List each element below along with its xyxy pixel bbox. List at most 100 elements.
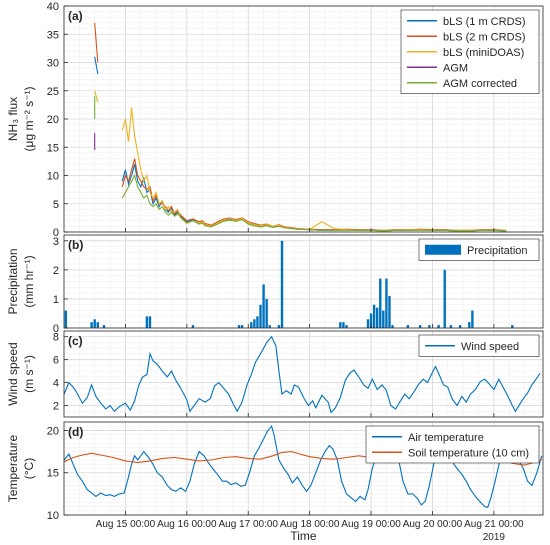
y-axis-label: (μg m⁻² s⁻¹) <box>22 87 36 152</box>
precipitation-bar <box>428 325 431 328</box>
precipitation-bar <box>250 322 253 328</box>
x-tick-label: Aug 21 00:00 <box>464 519 524 530</box>
y-tick-label: 0 <box>53 227 59 239</box>
y-tick-label: 2 <box>53 401 59 413</box>
legend-label: bLS (miniDOAS) <box>443 47 524 59</box>
x-tick-label: Aug 15 00:00 <box>96 519 156 530</box>
precipitation-bar <box>90 322 93 328</box>
precipitation-bar <box>379 278 382 328</box>
y-tick-label: 15 <box>47 468 59 480</box>
y-tick-label: 4 <box>53 378 59 390</box>
axes-box <box>63 234 544 329</box>
legend-label: bLS (2 m CRDS) <box>443 31 526 43</box>
precipitation-bar <box>237 325 241 328</box>
panel-label: (d) <box>68 425 83 439</box>
y-tick-label: 0 <box>53 323 59 335</box>
precipitation-bar <box>406 325 410 328</box>
x-tick-label: Aug 17 00:00 <box>218 519 278 530</box>
y-tick-label: 2 <box>53 265 59 277</box>
y-tick-label: 8 <box>53 332 59 344</box>
y-axis-label: (m s⁻¹) <box>22 355 36 393</box>
precipitation-bar <box>468 322 471 328</box>
precipitation-bar <box>391 325 394 328</box>
x-tick-label: Aug 20 00:00 <box>403 519 463 530</box>
precipitation-bar <box>268 325 271 328</box>
y-tick-label: 40 <box>47 1 59 13</box>
precipitation-bar <box>240 325 244 328</box>
y-tick-label: 10 <box>47 171 59 183</box>
y-axis-label: Precipitation <box>6 248 20 314</box>
precipitation-bar <box>458 325 462 328</box>
y-tick-label: 20 <box>47 425 59 437</box>
precipitation-bar <box>342 322 345 328</box>
legend-label: Precipitation <box>467 245 528 257</box>
precipitation-bar <box>259 304 262 328</box>
legend-label: AGM <box>443 62 468 74</box>
y-tick-label: 3 <box>53 236 59 248</box>
precipitation-bar <box>443 269 446 328</box>
precipitation-bar <box>382 310 385 328</box>
precipitation-bar <box>265 298 268 328</box>
precipitation-bar <box>385 278 388 328</box>
precipitation-bar <box>388 296 391 328</box>
precipitation-bar <box>145 316 149 328</box>
precipitation-bar <box>256 316 259 328</box>
legend-label: Wind speed <box>461 341 519 353</box>
precipitation-bar <box>262 284 265 328</box>
precipitation-bar <box>372 304 376 328</box>
legend-box <box>418 334 540 357</box>
precipitation-bar <box>253 319 256 328</box>
axes-box <box>63 330 544 418</box>
precipitation-bar <box>191 325 195 328</box>
precipitation-bar <box>369 313 373 328</box>
y-axis-label: Temperature <box>6 434 20 502</box>
precipitation-bar <box>280 240 284 328</box>
x-axis-label: Time <box>290 529 317 543</box>
x-year-label: 2019 <box>483 532 506 543</box>
y-tick-label: 25 <box>47 86 59 98</box>
series-group <box>64 335 541 414</box>
series-group <box>94 22 507 232</box>
y-axis-label: NH₃ flux <box>6 97 20 141</box>
precipitation-bar <box>93 319 96 328</box>
precipitation-bar <box>437 325 440 328</box>
precipitation-bar <box>102 325 106 328</box>
precipitation-bar <box>471 310 474 328</box>
legend-swatch <box>425 244 461 255</box>
precipitation-bar <box>345 325 348 328</box>
y-axis-label: Wind speed <box>6 342 20 405</box>
legend-label: bLS (1 m CRDS) <box>443 16 526 28</box>
y-axis-label: (mm hr⁻¹) <box>22 255 36 307</box>
series-line-1 <box>94 56 99 74</box>
precipitation-bar <box>449 325 453 328</box>
y-tick-label: 1 <box>53 294 59 306</box>
series-line-2 <box>94 22 99 63</box>
panel-label: (a) <box>68 9 83 23</box>
legend-label: AGM corrected <box>443 78 517 90</box>
series-group <box>64 240 514 328</box>
x-tick-label: Aug 18 00:00 <box>280 519 340 530</box>
legend-box <box>418 238 540 261</box>
x-tick-label: Aug 16 00:00 <box>157 519 217 530</box>
precipitation-bar <box>277 325 281 328</box>
precipitation-bar <box>148 316 152 328</box>
legend-box <box>365 425 540 464</box>
axes-box <box>63 421 544 516</box>
precipitation-bar <box>375 307 379 328</box>
series-line-3 <box>94 90 99 103</box>
precipitation-bar <box>96 322 99 328</box>
y-tick-label: 35 <box>47 29 59 41</box>
panel-label: (c) <box>68 334 83 348</box>
series-line-1 <box>64 425 543 509</box>
precipitation-bar <box>64 310 68 328</box>
y-tick-label: 10 <box>47 510 59 522</box>
series-line-5 <box>121 174 507 232</box>
precipitation-bar <box>418 325 422 328</box>
series-line-1 <box>64 335 541 414</box>
precipitation-bar <box>366 319 370 328</box>
panel-label: (b) <box>68 238 83 252</box>
y-tick-label: 6 <box>53 355 59 367</box>
y-tick-label: 30 <box>47 58 59 70</box>
legend-label: Air temperature <box>408 432 484 444</box>
